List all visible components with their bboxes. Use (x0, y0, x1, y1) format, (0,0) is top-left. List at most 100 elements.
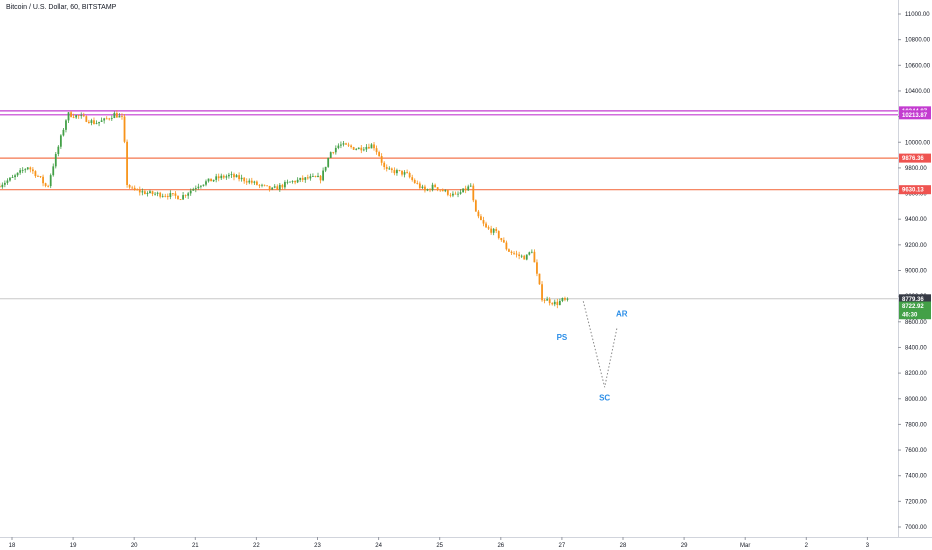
level-tag (899, 153, 931, 163)
x-tick-label: 19 (70, 543, 77, 549)
candle-up (212, 179, 215, 182)
candle-up (141, 191, 144, 193)
candle-down (495, 228, 498, 232)
candle-up (6, 180, 9, 183)
x-tick-label: 28 (620, 543, 627, 549)
candle-up (462, 188, 465, 193)
candle-down (477, 211, 480, 217)
candle-down (44, 183, 47, 186)
price-axis[interactable]: 7000.00 7200.00 7400.00 7600.00 7800.00 8000.… (898, 0, 931, 537)
candle-down (123, 116, 126, 142)
candle-up (192, 189, 195, 191)
level-tag-label: 10213.87 (902, 113, 928, 119)
candle-down (548, 299, 551, 304)
candle-down (128, 184, 131, 188)
candle-down (82, 115, 85, 117)
candle-up (240, 177, 243, 180)
candle-up (230, 174, 233, 175)
candle-up (21, 170, 24, 171)
time-axis[interactable]: 18 19 20 21 22 23 24 25 26 27 28 29 Mar 2 3 (0, 537, 932, 549)
candle-up (444, 190, 447, 192)
candle-up (304, 177, 307, 180)
candle-down (184, 195, 187, 196)
candle-up (426, 189, 429, 191)
candle-down (179, 199, 182, 201)
candle-down (105, 118, 108, 120)
candle-up (370, 144, 373, 149)
candle-down (34, 171, 37, 177)
candle-down (332, 152, 335, 153)
candle-down (143, 191, 146, 195)
candle-up (289, 181, 291, 183)
candle-up (169, 193, 172, 197)
candle-up (75, 115, 78, 118)
level-tag-label: 9876.36 (902, 156, 924, 162)
annotation-label: SC (599, 394, 610, 403)
candle-up (278, 184, 281, 190)
candle-down (245, 181, 248, 183)
x-tick-label: 3 (866, 543, 870, 549)
candle-down (222, 175, 225, 178)
candle-down (556, 301, 559, 305)
candle-down (434, 184, 437, 188)
candle-down (164, 195, 167, 197)
x-tick-label: Mar (740, 543, 750, 549)
candle-down (250, 180, 253, 183)
candle-up (26, 167, 29, 170)
candle-down (418, 183, 421, 188)
candle-up (355, 149, 358, 150)
candle-down (564, 298, 566, 300)
candle-down (485, 223, 487, 228)
candle-down (217, 176, 220, 179)
candle-up (225, 176, 228, 178)
candle-down (378, 152, 381, 157)
candle-up (273, 186, 276, 188)
candle-down (375, 148, 378, 153)
candle-up (421, 186, 424, 188)
candle-down (276, 186, 279, 190)
candle-up (299, 177, 302, 180)
candles-layer (0, 110, 569, 309)
candle-down (166, 195, 169, 197)
candle-up (14, 175, 16, 178)
candle-down (510, 251, 513, 253)
candle-down (268, 185, 271, 190)
y-tick-label: 10400.00 (905, 89, 931, 95)
candle-down (380, 156, 383, 163)
x-tick-label: 2 (805, 543, 809, 549)
candle-up (388, 168, 391, 170)
candle-up (337, 145, 340, 148)
candle-up (80, 115, 83, 117)
candle-down (383, 162, 386, 167)
candle-up (261, 184, 263, 186)
x-tick-label: 18 (9, 543, 16, 549)
candle-up (357, 147, 360, 150)
price-tag-label: 8779.36 (902, 297, 924, 303)
x-tick-label: 29 (681, 543, 688, 549)
candle-down (151, 191, 154, 195)
candle-down (398, 170, 401, 171)
price-tag (899, 294, 931, 304)
candle-down (429, 189, 431, 191)
candle-down (497, 231, 500, 239)
candle-down (29, 167, 32, 170)
candle-down (390, 168, 393, 171)
candle-down (39, 176, 42, 177)
candle-up (19, 170, 22, 173)
candle-down (515, 253, 518, 255)
candle-up (59, 135, 62, 147)
candle-up (113, 113, 116, 119)
candle-down (233, 174, 235, 178)
candle-up (459, 192, 462, 194)
candle-down (439, 189, 442, 191)
candle-down (401, 170, 403, 175)
candle-down (136, 189, 139, 191)
candle-up (98, 121, 100, 124)
candle-up (525, 254, 528, 260)
candle-down (393, 170, 396, 174)
candle-down (464, 188, 467, 191)
candle-down (294, 180, 296, 183)
candle-up (95, 123, 98, 125)
candle-down (500, 238, 503, 241)
